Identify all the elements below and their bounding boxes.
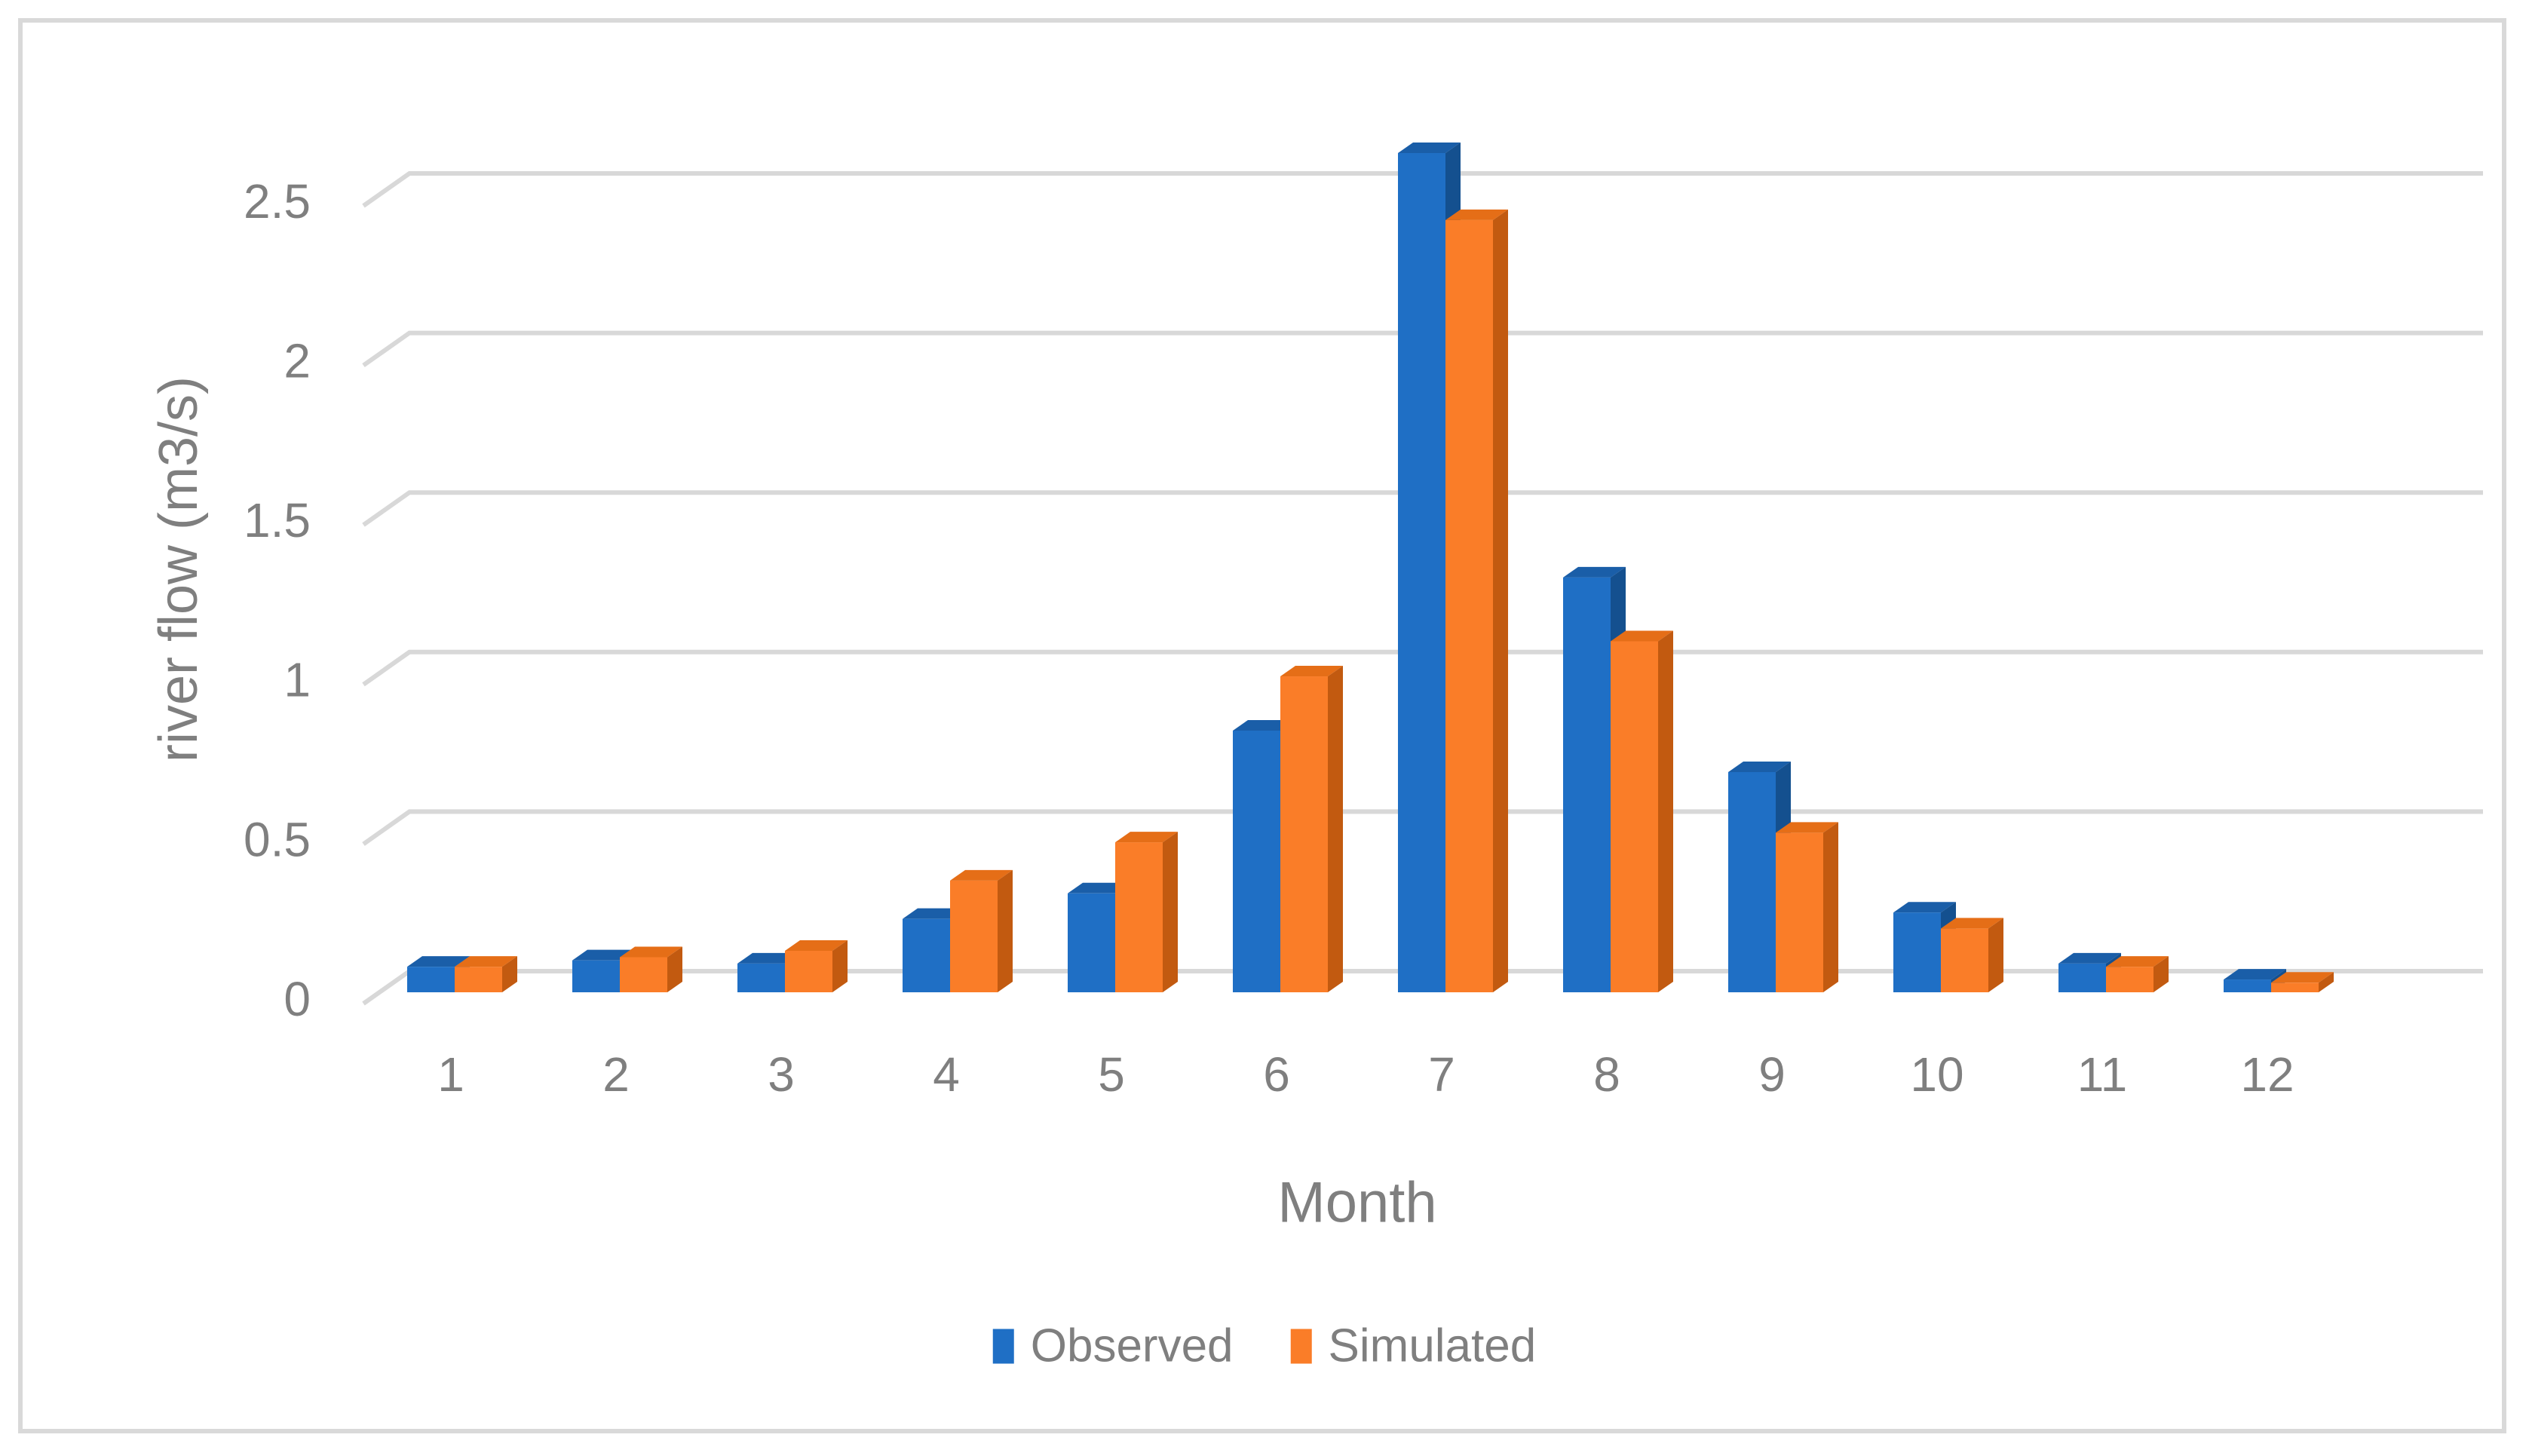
bar-simulated-10-top (1941, 918, 2003, 929)
y-tick-label: 1.5 (244, 493, 311, 547)
legend-item-simulated: Simulated (1290, 1320, 1537, 1373)
bar-observed-6-top (1233, 719, 1295, 731)
bar-simulated-11-side (2153, 956, 2169, 992)
bar-observed-8 (1563, 577, 1611, 992)
bar-observed-1-top (407, 956, 470, 967)
bar-observed-2-top (572, 949, 635, 961)
bar-simulated-8 (1611, 641, 1658, 992)
bar-simulated-3-top (785, 940, 848, 951)
bar-simulated-8-side (1658, 630, 1673, 992)
bar-simulated-6 (1280, 676, 1328, 992)
bar-observed-10 (1893, 912, 1941, 992)
bar-observed-11 (2058, 963, 2106, 992)
bar-simulated-4-side (998, 869, 1013, 992)
x-tick-label: 9 (1758, 1047, 1786, 1102)
bar-simulated-9 (1776, 832, 1823, 992)
bar-observed-5 (1068, 893, 1115, 992)
y-axis-title: river flow (m3/s) (149, 375, 209, 763)
bar-simulated-10 (1941, 928, 1988, 992)
bar-simulated-3-side (832, 940, 848, 992)
y-tick-label: 0.5 (244, 812, 311, 866)
bar-simulated-5-top (1115, 832, 1178, 843)
gridline-0.5 (362, 809, 2483, 846)
simulated-swatch-icon (1290, 1329, 1312, 1363)
bar-simulated-1 (455, 967, 502, 992)
x-tick-label: 2 (602, 1047, 630, 1102)
bar-observed-5-top (1068, 882, 1130, 894)
bar-observed-9 (1728, 771, 1776, 992)
bar-simulated-6-top (1280, 666, 1343, 677)
bar-simulated-11-top (2106, 956, 2169, 967)
bar-simulated-12 (2271, 982, 2319, 992)
legend-item-observed: Observed (992, 1320, 1234, 1373)
bar-simulated-5-side (1163, 832, 1178, 992)
x-tick-label: 3 (768, 1047, 795, 1102)
y-tick-label: 0 (284, 972, 311, 1026)
gridline-1.5 (362, 490, 2483, 527)
bar-simulated-2-side (667, 946, 682, 992)
bar-simulated-7-side (1493, 209, 1508, 993)
bar-simulated-6-side (1328, 666, 1343, 992)
observed-swatch-icon (992, 1329, 1014, 1363)
bar-simulated-12-side (2319, 972, 2334, 992)
bar-observed-4-top (903, 908, 965, 919)
bar-observed-12 (2224, 979, 2271, 992)
gridline-1 (362, 649, 2483, 687)
bar-observed-2 (572, 960, 620, 992)
y-tick-label: 1 (284, 653, 311, 707)
x-tick-label: 1 (437, 1047, 464, 1102)
bar-observed-1 (407, 967, 455, 992)
bar-observed-10-top (1893, 902, 1956, 913)
bar-simulated-11 (2106, 967, 2153, 992)
bar-simulated-10-side (1988, 918, 2003, 992)
bar-observed-11-top (2058, 952, 2121, 964)
bar-observed-4 (903, 918, 950, 992)
bar-observed-9-top (1728, 761, 1791, 772)
bar-simulated-8-top (1611, 630, 1673, 642)
x-tick-label: 10 (1910, 1047, 1963, 1102)
bar-simulated-9-top (1776, 822, 1838, 833)
x-tick-label: 12 (2240, 1047, 2294, 1102)
x-axis-title: Month (1277, 1170, 1437, 1235)
bar-simulated-7-top (1445, 209, 1508, 220)
bar-observed-8-top (1563, 566, 1626, 578)
x-tick-label: 8 (1593, 1047, 1620, 1102)
legend: Observed Simulated (992, 1320, 1537, 1373)
bar-simulated-1-side (502, 956, 517, 992)
bar-simulated-2-top (620, 946, 682, 958)
bar-simulated-4 (950, 880, 998, 992)
x-tick-label: 7 (1428, 1047, 1455, 1102)
legend-label-observed: Observed (1030, 1320, 1234, 1372)
bar-simulated-12-top (2271, 972, 2334, 983)
y-tick-label: 2.5 (244, 174, 311, 228)
bar-observed-3 (737, 963, 785, 992)
legend-label-simulated: Simulated (1328, 1320, 1537, 1372)
bar-observed-7-top (1398, 142, 1461, 153)
gridline-2.5 (362, 171, 2483, 208)
gridline-2 (362, 330, 2483, 368)
bar-observed-7 (1398, 152, 1445, 992)
bar-simulated-4-top (950, 869, 1013, 881)
bar-simulated-1-top (455, 956, 517, 967)
x-tick-label: 5 (1098, 1047, 1125, 1102)
bar-simulated-9-side (1823, 822, 1838, 992)
bar-simulated-7 (1445, 219, 1493, 993)
x-tick-label: 4 (933, 1047, 960, 1102)
bar-observed-6 (1233, 730, 1280, 992)
x-tick-label: 6 (1263, 1047, 1290, 1102)
chart-outer-border (18, 18, 2506, 1433)
bar-simulated-5 (1115, 842, 1163, 992)
bar-simulated-3 (785, 950, 832, 992)
bar-simulated-2 (620, 957, 667, 992)
bar-observed-3-top (737, 952, 800, 964)
x-tick-label: 11 (2077, 1047, 2127, 1102)
y-tick-label: 2 (284, 334, 311, 388)
bar-observed-12-top (2224, 969, 2286, 980)
